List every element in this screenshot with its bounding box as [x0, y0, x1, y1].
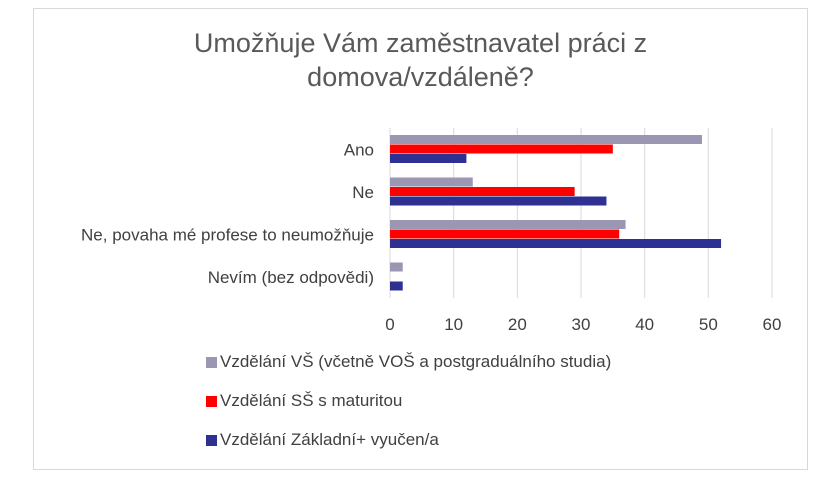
x-tick-label-50: 50 [699, 315, 718, 334]
bar-series-0-category-2 [390, 220, 626, 229]
category-label-0: Ano [344, 140, 374, 159]
legend-item-zakladni: Vzdělání Základní+ vyučen/a [206, 430, 439, 450]
x-tick-label-40: 40 [635, 315, 654, 334]
legend-label-vs: Vzdělání VŠ (včetně VOŠ a postgraduálníh… [220, 352, 612, 371]
bar-series-2-category-1 [390, 196, 607, 206]
category-label-3: Nevím (bez odpovědi) [208, 268, 374, 287]
legend-item-ss: Vzdělání SŠ s maturitou [206, 391, 402, 411]
x-tick-label-30: 30 [572, 315, 591, 334]
chart-title-line-1: Umožňuje Vám zaměstnavatel práci z [193, 28, 648, 58]
bar-series-0-category-3 [390, 262, 403, 272]
legend-swatch-ss [206, 395, 217, 407]
x-tick-label-0: 0 [385, 315, 394, 334]
legend-swatch-zakladni [206, 434, 217, 446]
bar-series-1-category-1 [390, 187, 575, 196]
bar-series-0-category-0 [390, 135, 702, 144]
chart-title-line-2: domova/vzdáleně? [307, 62, 534, 92]
bar-series-1-category-0 [390, 144, 613, 154]
bar-series-2-category-0 [390, 154, 467, 163]
x-tick-label-60: 60 [763, 315, 782, 334]
category-label-1: Ne [352, 183, 374, 202]
chart-title: Umožňuje Vám zaměstnavatel práci z domov… [33, 26, 808, 94]
legend-item-vs: Vzdělání VŠ (včetně VOŠ a postgraduálníh… [206, 352, 611, 372]
legend-label-zakladni: Vzdělání Základní+ vyučen/a [220, 430, 439, 449]
legend-label-ss: Vzdělání SŠ s maturitou [220, 391, 403, 410]
category-label-2: Ne, povaha mé profese to neumožňuje [81, 225, 374, 244]
x-tick-label-20: 20 [508, 315, 527, 334]
x-tick-label-10: 10 [444, 315, 463, 334]
bar-series-1-category-2 [390, 229, 620, 239]
bar-series-0-category-1 [390, 177, 473, 187]
bar-series-2-category-2 [390, 239, 722, 248]
bar-series-2-category-3 [390, 281, 403, 291]
legend-swatch-vs [206, 356, 217, 368]
